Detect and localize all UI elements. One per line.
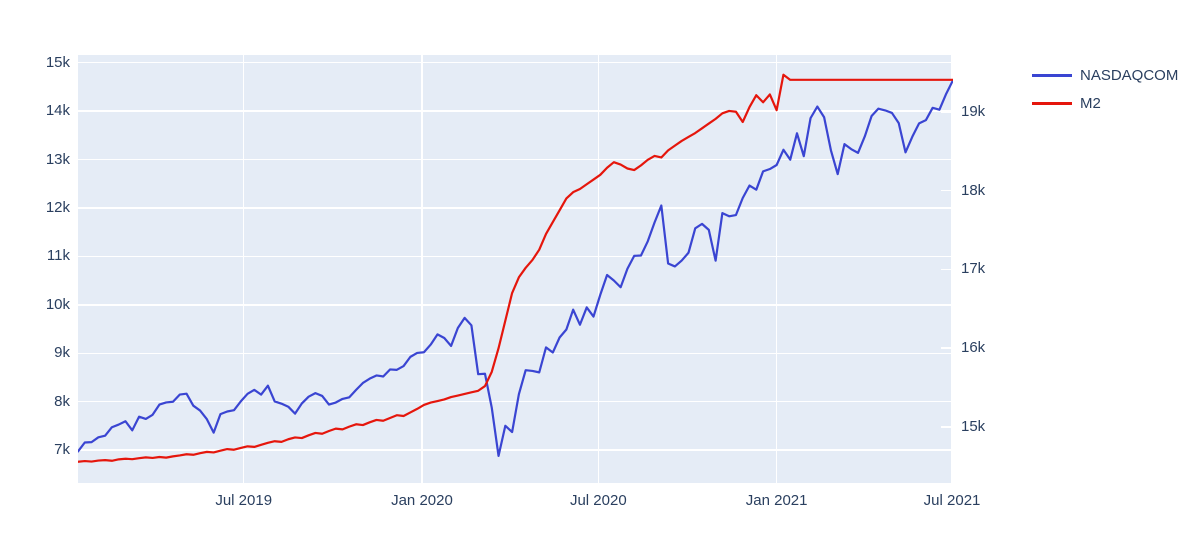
right-axis-tick-mark	[941, 111, 953, 113]
y-axis-left-tick-label: 10k	[45, 295, 70, 313]
series-line-nasdaqcom[interactable]	[78, 79, 953, 457]
series-layer[interactable]	[78, 55, 953, 483]
gridline-horizontal	[78, 62, 953, 64]
y-axis-right-tick-label: 16k	[961, 339, 986, 357]
x-axis-tick-label: Jan 2021	[745, 492, 808, 509]
y-axis-left-tick-label: 8k	[54, 392, 70, 410]
y-axis-right-tick-label: 18k	[961, 181, 986, 199]
gridline-horizontal	[78, 158, 953, 161]
legend-item-m2[interactable]: M2	[1032, 89, 1178, 117]
y-axis-right-tick-label: 17k	[961, 260, 986, 278]
plot-area[interactable]	[78, 55, 953, 483]
x-axis-tick-label: Jul 2019	[215, 492, 273, 509]
y-axis-right-tick-label: 19k	[961, 102, 986, 120]
legend-line-icon	[1032, 101, 1072, 105]
series-line-m2[interactable]	[78, 73, 953, 463]
gridline-horizontal	[78, 304, 953, 306]
x-axis-tick-label: Jul 2020	[569, 492, 627, 509]
right-axis-tick-mark	[941, 268, 953, 271]
y-axis-left-tick-label: 11k	[46, 247, 70, 265]
gridline-horizontal	[78, 207, 953, 209]
y-axis-left-tick-label: 14k	[45, 102, 70, 120]
gridline-horizontal	[78, 110, 953, 112]
right-axis-tick-mark	[941, 426, 953, 428]
legend-line-icon	[1032, 73, 1072, 77]
gridline-horizontal	[78, 400, 953, 403]
y-axis-left-tick-label: 15k	[45, 53, 70, 71]
x-axis-tick-label: Jul 2021	[923, 492, 981, 509]
gridline-vertical	[421, 55, 423, 483]
legend-item-nasdaqcom[interactable]: NASDAQCOM	[1032, 61, 1178, 89]
y-axis-left-tick-label: 13k	[45, 150, 70, 168]
gridline-horizontal	[78, 255, 953, 258]
y-axis-left-tick-label: 12k	[45, 198, 70, 216]
legend[interactable]: NASDAQCOM M2	[1032, 61, 1178, 117]
x-axis-tick-label: Jan 2020	[391, 492, 453, 509]
gridline-horizontal	[78, 352, 953, 354]
y-axis-left-tick-label: 9k	[54, 344, 70, 362]
right-axis-tick-mark	[941, 347, 953, 349]
y-axis-left-tick-label: 7k	[54, 441, 70, 459]
right-axis-tick-mark	[941, 189, 953, 192]
gridline-horizontal	[78, 449, 953, 451]
legend-label: M2	[1080, 94, 1101, 112]
gridline-vertical	[597, 55, 599, 483]
y-axis-right-tick-label: 15k	[961, 418, 986, 436]
legend-label: NASDAQCOM	[1080, 66, 1179, 84]
gridline-vertical	[775, 55, 778, 483]
gridline-vertical	[243, 55, 245, 483]
